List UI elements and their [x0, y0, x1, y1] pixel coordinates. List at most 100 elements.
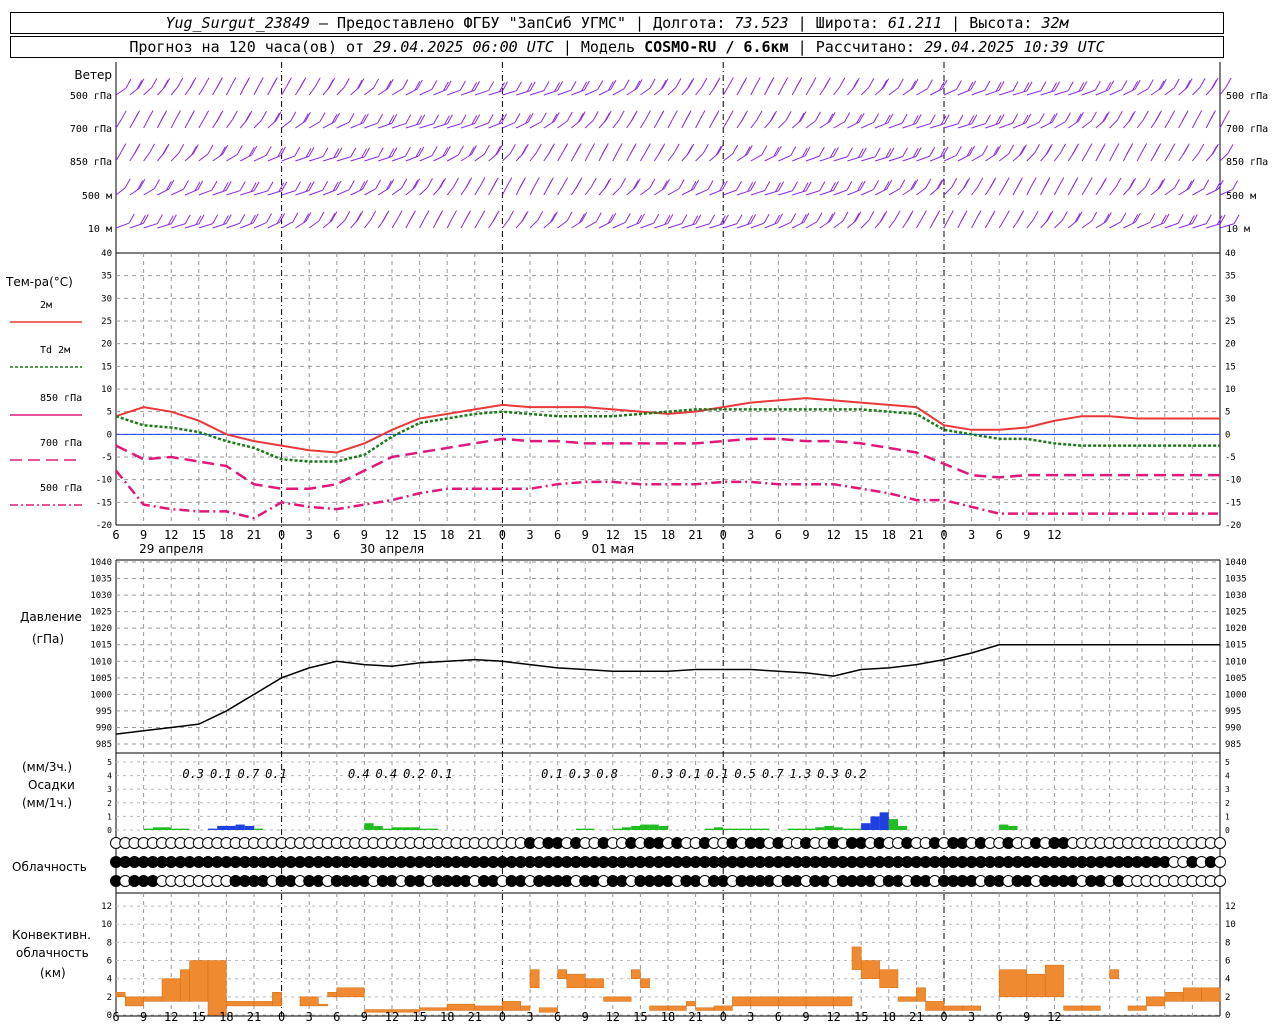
- alt-label: Высота:: [969, 14, 1033, 32]
- wind-barb: [253, 190, 269, 196]
- conv-ytick-left: 10: [101, 920, 112, 930]
- conv-xtick-label: 12: [385, 1010, 399, 1024]
- wind-barb-flag: [566, 211, 573, 222]
- wind-barb-flag: [1209, 112, 1215, 122]
- wind-barb: [115, 187, 126, 196]
- wind-barb: [584, 221, 597, 229]
- precip-total-label: 0.8: [596, 767, 618, 781]
- wind-barb: [1123, 221, 1136, 229]
- temp-ytick-left: 5: [107, 408, 112, 418]
- wind-barb-flag: [502, 81, 509, 91]
- wind-title: Ветер: [74, 68, 112, 82]
- wind-barb-flag: [968, 115, 975, 125]
- wind-barb-flag: [373, 78, 380, 89]
- wind-barb: [1192, 223, 1207, 229]
- conv-bar: [851, 946, 862, 970]
- wind-barb-flag: [1026, 81, 1033, 91]
- wind-barb: [847, 189, 861, 196]
- wind-barb-flag: [795, 79, 802, 89]
- wind-barb-flag: [920, 210, 927, 220]
- temp-xtick-label: 18: [661, 528, 675, 542]
- wind-barb-flag: [1128, 112, 1135, 123]
- wind-barb: [971, 154, 983, 162]
- wind-barb: [253, 154, 267, 162]
- wind-barb-flag: [385, 80, 392, 90]
- wind-barb: [667, 119, 673, 129]
- wind-barb-flag: [736, 214, 743, 224]
- wind-barb-flag: [294, 146, 301, 157]
- conv-xtick-label: 18: [661, 1010, 675, 1024]
- wind-barb: [695, 86, 703, 96]
- wind-barb: [861, 156, 876, 162]
- wind-barb-flag: [514, 113, 521, 123]
- wind-barb-flag: [1058, 177, 1065, 187]
- wind-barb-flag: [775, 182, 781, 192]
- wind-barb: [143, 119, 149, 129]
- wind-barb-flag: [305, 148, 312, 158]
- temp-xtick-label: 3: [747, 528, 754, 542]
- cloud-symbol: [1214, 856, 1226, 868]
- wind-barb-flag: [147, 110, 154, 120]
- wind-barb-flag: [630, 112, 637, 122]
- wind-barb-flag: [215, 79, 222, 89]
- wind-barb-flag: [231, 110, 238, 121]
- wind-barb-flag: [800, 214, 807, 224]
- date-label: 29 апреля: [139, 542, 203, 556]
- wind-barb: [308, 220, 320, 229]
- conv-bar: [805, 996, 834, 1007]
- wind-barb: [778, 221, 791, 229]
- wind-barb: [240, 222, 254, 229]
- wind-barb-flag: [816, 212, 823, 222]
- wind-barb: [447, 89, 461, 96]
- wind-barb-flag: [533, 177, 540, 187]
- wind-barb: [143, 223, 158, 229]
- wind-barb-flag: [1227, 144, 1234, 154]
- temp-xtick-label: 9: [1023, 528, 1030, 542]
- precip-total-label: 0.4: [376, 767, 398, 781]
- wind-barb-flag: [1074, 213, 1081, 223]
- wind-barb-flag: [1186, 78, 1193, 88]
- wind-barb-flag: [1144, 178, 1151, 188]
- wind-barb-flag: [551, 211, 558, 221]
- wind-barb: [1081, 152, 1088, 162]
- wind-barb-flag: [550, 212, 556, 223]
- wind-barb-flag: [823, 79, 830, 89]
- wind-barb-flag: [236, 145, 243, 155]
- precip-bar: [842, 828, 852, 830]
- wind-barb-flag: [1043, 179, 1050, 189]
- wind-barb: [998, 219, 1005, 229]
- conv-bar: [667, 1005, 687, 1011]
- wind-barb: [1137, 222, 1150, 229]
- wind-barb-flag: [387, 78, 394, 89]
- temp-ytick-left: 30: [101, 294, 112, 304]
- wind-barb: [157, 223, 172, 229]
- precip-bar: [888, 819, 898, 830]
- wind-barb-flag: [267, 181, 274, 192]
- wind-barb-flag: [575, 179, 582, 189]
- wind-barb-flag: [212, 214, 219, 224]
- wind-barb-flag: [273, 112, 280, 123]
- conv-xtick-label: 21: [247, 1010, 261, 1024]
- wind-barb-flag: [364, 147, 371, 158]
- lon-value: 73.523: [734, 14, 789, 32]
- wind-barb: [791, 221, 805, 229]
- conv-ytick-right: 6: [1225, 957, 1230, 967]
- wind-barb-flag: [322, 180, 329, 191]
- precip-bar: [373, 825, 383, 830]
- wind-barb-flag: [566, 111, 573, 122]
- wind-barb-flag: [584, 80, 590, 91]
- conv-xtick-label: 12: [1047, 1010, 1061, 1024]
- wind-barb: [1192, 86, 1201, 96]
- wind-barb-flag: [139, 215, 146, 225]
- wind-barb-flag: [547, 145, 554, 155]
- wind-barb-flag: [1174, 178, 1180, 189]
- conv-xtick-label: 12: [826, 1010, 840, 1024]
- conv-ytick-left: 0: [107, 1011, 112, 1021]
- wind-barb-flag: [592, 111, 599, 121]
- wind-barb-flag: [782, 77, 789, 87]
- wind-barb-flag: [681, 214, 688, 224]
- wind-barb-flag: [396, 210, 403, 220]
- wind-barb-flag: [1232, 180, 1239, 190]
- temp-ytick-left: -15: [96, 498, 112, 508]
- wind-barb-flag: [690, 181, 697, 191]
